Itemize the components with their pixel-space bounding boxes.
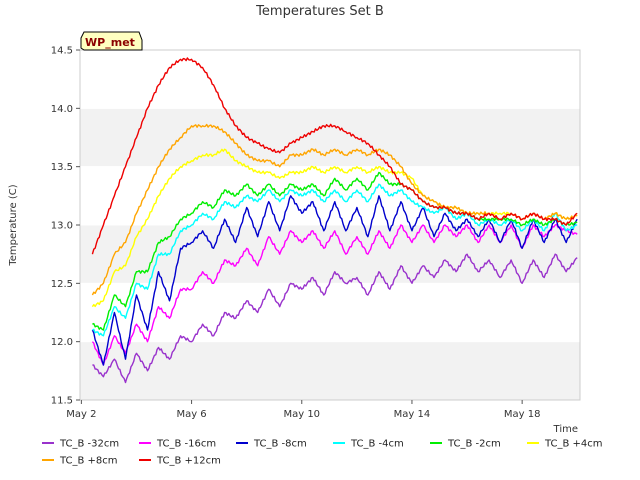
- background-bands: [80, 108, 580, 400]
- legend-label: TC_B -32cm: [59, 439, 119, 450]
- x-axis-label: Time: [553, 424, 578, 435]
- y-tick-label: 12.5: [51, 279, 73, 290]
- legend-label: TC_B +12cm: [156, 456, 221, 467]
- badge-label: WP_met: [85, 36, 135, 49]
- series-line: [92, 253, 578, 384]
- y-tick-label: 12.0: [51, 337, 73, 348]
- x-tick-label: May 18: [504, 409, 541, 420]
- legend-label: TC_B -16cm: [156, 439, 216, 450]
- badge-shape: [80, 31, 143, 51]
- series-line: [91, 148, 578, 308]
- legend-label: TC_B +8cm: [59, 456, 118, 467]
- series-line: [91, 195, 578, 366]
- series-line: [92, 171, 578, 331]
- series-line: [91, 57, 578, 255]
- chart-title: Temperatures Set B: [255, 4, 384, 19]
- x-tick-label: May 2: [66, 409, 96, 420]
- series-lines: [91, 57, 578, 384]
- background-band: [80, 108, 580, 167]
- background-band: [80, 341, 580, 400]
- background-band: [80, 225, 580, 284]
- y-tick-label: 11.5: [51, 396, 73, 407]
- legend-label: TC_B -2cm: [447, 439, 501, 450]
- y-axis-ticks: 11.5 12.0 12.5 13.0 13.5 14.0 14.5: [51, 46, 80, 407]
- y-tick-label: 13.5: [51, 162, 73, 173]
- x-tick-label: May 6: [176, 409, 206, 420]
- y-tick-label: 14.0: [51, 104, 73, 115]
- wp-met-badge: WP_met: [80, 31, 143, 51]
- y-tick-label: 13.0: [51, 221, 73, 232]
- x-tick-label: May 14: [394, 409, 431, 420]
- legend-label: TC_B -4cm: [350, 439, 404, 450]
- legend-label: TC_B +4cm: [544, 439, 603, 450]
- legend: TC_B -32cm TC_B -16cm TC_B -8cm TC_B -4cm TC…: [42, 439, 603, 467]
- y-tick-label: 14.5: [51, 46, 73, 57]
- x-axis-ticks: May 2 May 6 May 10 May 14 May 18: [66, 400, 540, 420]
- legend-label: TC_B -8cm: [253, 439, 307, 450]
- series-line: [92, 183, 578, 337]
- y-axis-label: Temperature (C): [8, 184, 19, 266]
- x-tick-label: May 10: [283, 409, 320, 420]
